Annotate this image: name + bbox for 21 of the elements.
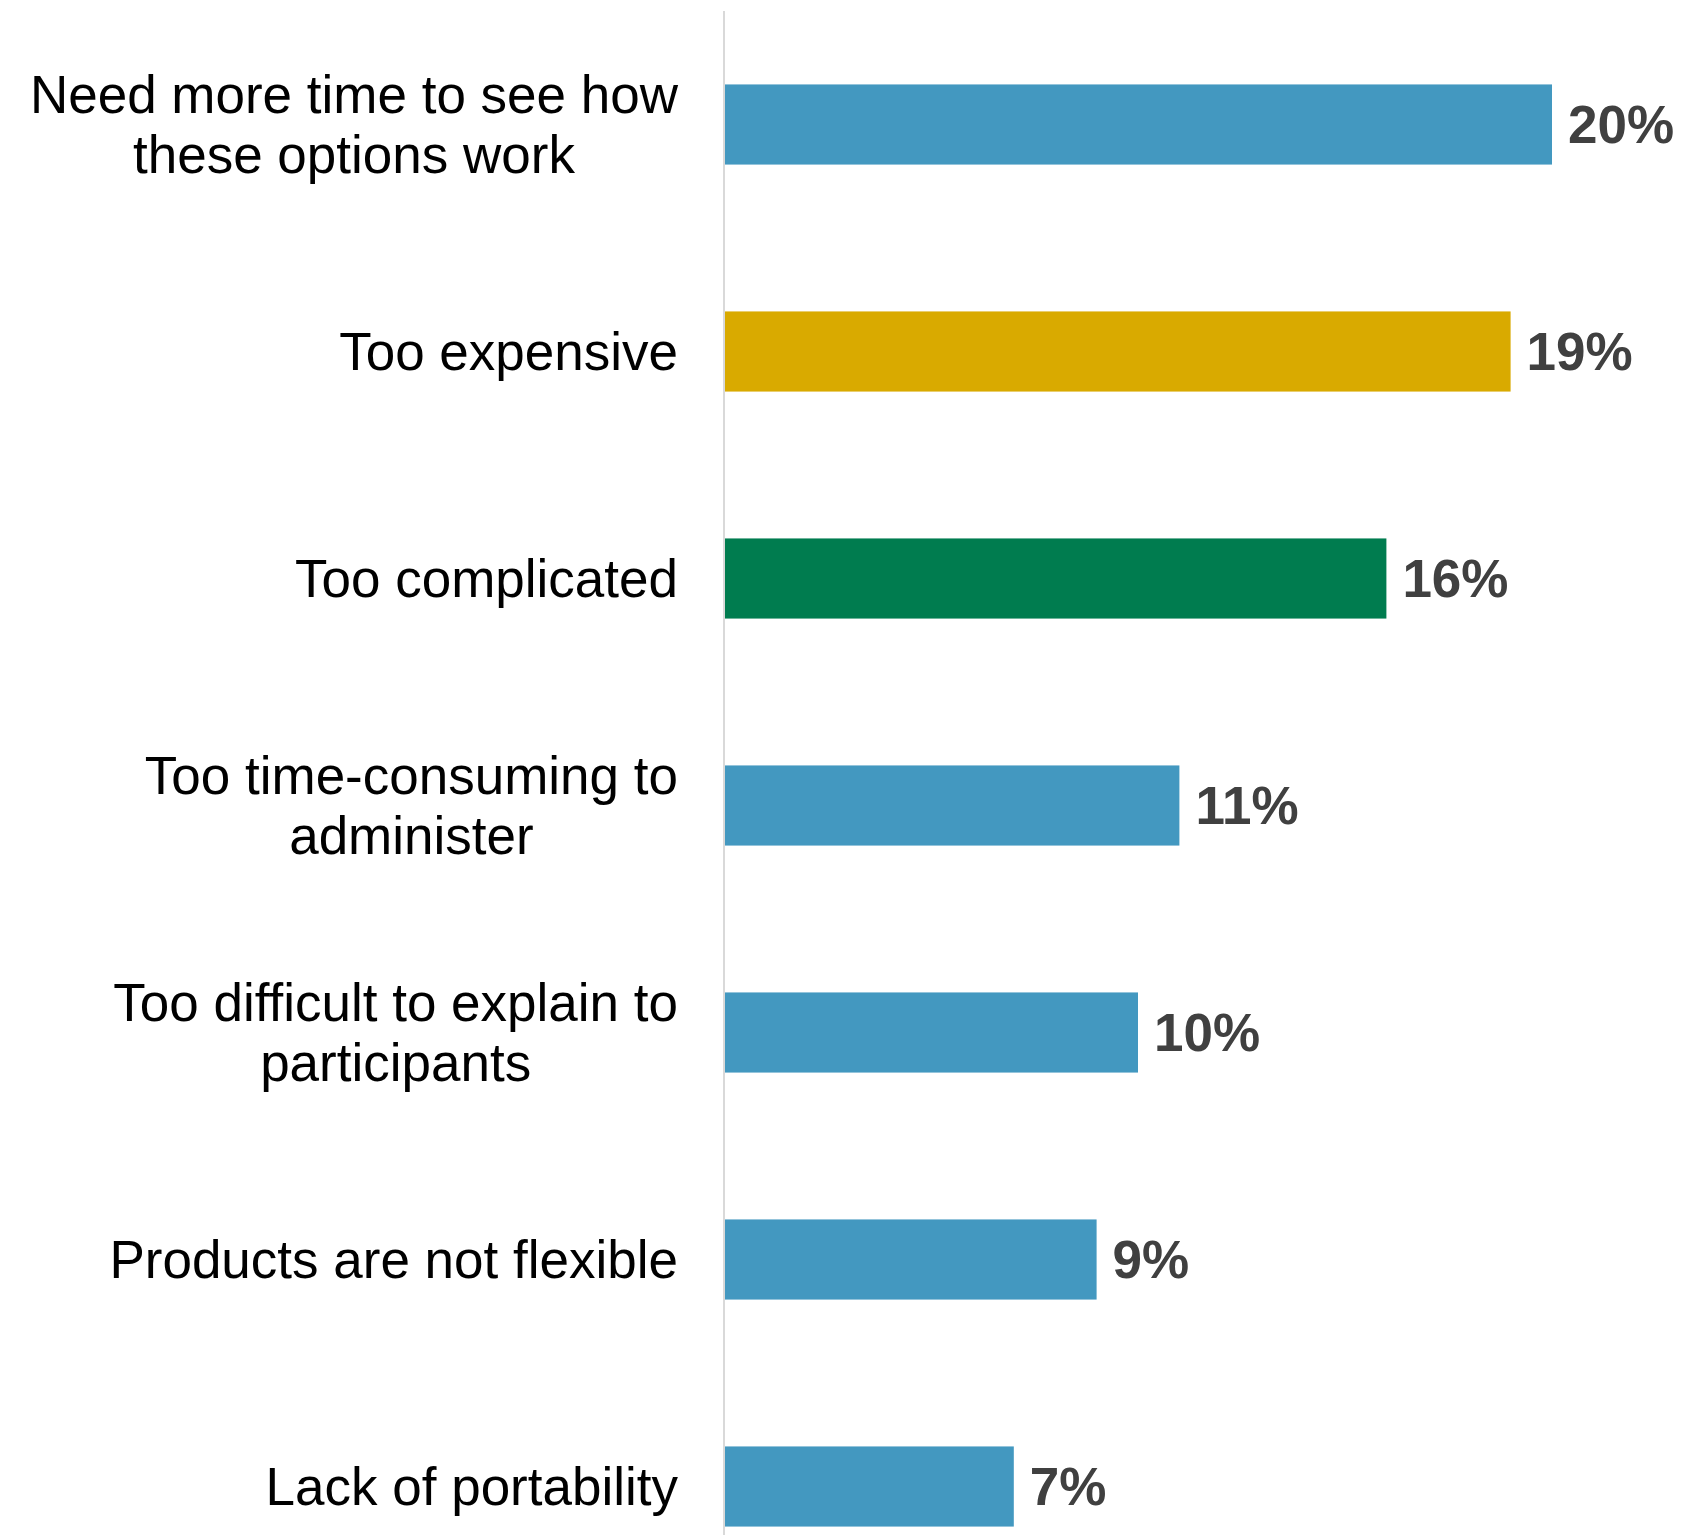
y-tick-label: Lack of portability xyxy=(265,1457,679,1517)
y-tick-label: Too expensive xyxy=(339,322,678,382)
bar xyxy=(724,1446,1014,1527)
data-label: 20% xyxy=(1568,95,1675,155)
y-tick-label: Too complicated xyxy=(295,549,678,609)
data-label: 16% xyxy=(1402,549,1509,609)
y-tick-label: Too time-consuming to administer xyxy=(144,746,678,866)
bar xyxy=(724,538,1387,619)
bar xyxy=(724,311,1511,392)
data-label: 10% xyxy=(1154,1003,1261,1063)
bar xyxy=(724,84,1552,165)
y-tick-label: Products are not flexible xyxy=(109,1230,678,1290)
y-tick-label: Too difficult to explain to participants xyxy=(113,973,678,1093)
bar xyxy=(724,992,1138,1073)
data-label: 7% xyxy=(1029,1457,1107,1517)
bar xyxy=(724,765,1180,846)
bar xyxy=(724,1219,1097,1300)
data-label: 9% xyxy=(1112,1230,1190,1290)
data-label: 11% xyxy=(1195,776,1299,836)
y-tick-label: Need more time to see how these options work xyxy=(29,65,679,185)
data-label: 19% xyxy=(1526,322,1633,382)
